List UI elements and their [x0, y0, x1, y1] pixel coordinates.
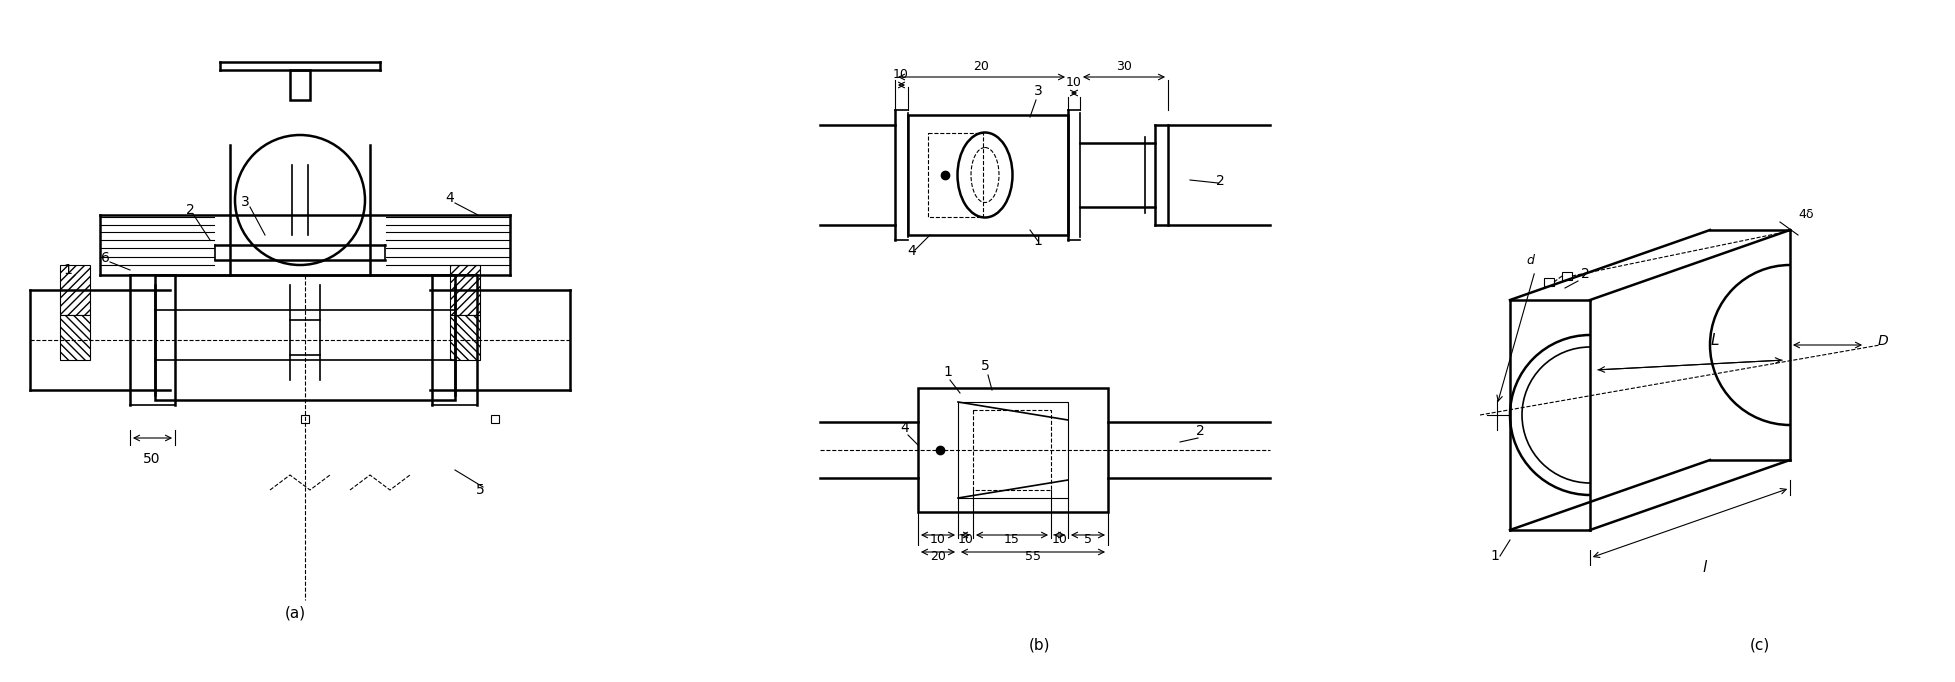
Text: 4: 4: [446, 191, 454, 205]
Bar: [450, 315, 479, 360]
Text: d: d: [1525, 254, 1533, 267]
Text: 2: 2: [1580, 267, 1589, 281]
Text: 6: 6: [100, 251, 109, 265]
Bar: [972, 410, 1050, 490]
Text: 4δ: 4δ: [1797, 208, 1812, 221]
Text: (b): (b): [1028, 638, 1050, 653]
Text: 2: 2: [1195, 424, 1204, 438]
Bar: [1542, 278, 1552, 286]
Text: 2: 2: [1214, 174, 1224, 188]
Bar: [958, 402, 1067, 498]
Text: 20: 20: [929, 550, 946, 563]
Bar: [289, 70, 309, 100]
Text: L: L: [1711, 333, 1718, 348]
Text: 1: 1: [1032, 234, 1042, 248]
Text: 10: 10: [929, 533, 946, 546]
Text: 5: 5: [1083, 533, 1091, 546]
Text: 4: 4: [899, 421, 909, 435]
Text: 5: 5: [979, 359, 989, 373]
Text: 50: 50: [143, 452, 160, 466]
Bar: [61, 315, 90, 360]
Text: 15: 15: [1003, 533, 1019, 546]
Bar: [450, 265, 479, 315]
Text: D: D: [1877, 334, 1889, 348]
Bar: [301, 415, 309, 423]
Bar: [491, 415, 499, 423]
Text: 3: 3: [240, 195, 248, 209]
Text: 1: 1: [63, 263, 72, 277]
Text: (c): (c): [1750, 638, 1769, 653]
Text: 10: 10: [958, 533, 974, 546]
Text: 3: 3: [1032, 84, 1042, 98]
Text: 10: 10: [893, 68, 909, 81]
Text: 10: 10: [1065, 76, 1081, 89]
Bar: [907, 115, 1067, 235]
Text: 5: 5: [475, 483, 485, 497]
Text: 20: 20: [972, 60, 989, 73]
Bar: [917, 388, 1107, 512]
Text: 1: 1: [942, 365, 952, 379]
Text: 2: 2: [186, 203, 194, 217]
Text: 30: 30: [1116, 60, 1132, 73]
Bar: [1562, 272, 1572, 280]
Bar: [61, 265, 90, 315]
Text: 4: 4: [907, 244, 915, 258]
Text: (a): (a): [283, 605, 305, 620]
Bar: [154, 275, 456, 400]
Text: 55: 55: [1024, 550, 1040, 563]
Text: 1: 1: [1490, 549, 1499, 563]
Bar: [927, 133, 983, 217]
Text: l: l: [1703, 560, 1707, 575]
Text: 10: 10: [1052, 533, 1067, 546]
